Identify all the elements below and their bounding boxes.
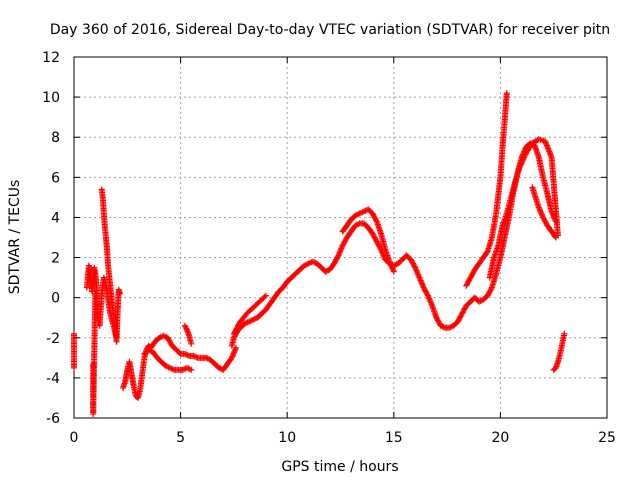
x-tick-labels: 0 5 10 15 20 25 [70, 430, 616, 446]
y-tick-label: -6 [46, 411, 60, 427]
data-points [71, 90, 568, 417]
series-arc-l [550, 330, 568, 373]
y-tick-label: 6 [51, 170, 60, 186]
x-tick-label: 5 [176, 430, 185, 446]
data-point [411, 263, 418, 270]
y-tick-label: 12 [42, 50, 60, 66]
y-tick-label: 2 [51, 251, 60, 267]
series-arc-c [98, 186, 120, 345]
plot-frame [73, 56, 608, 419]
data-point [181, 366, 188, 373]
data-point [552, 234, 559, 241]
data-point [116, 290, 123, 297]
data-point [71, 364, 77, 371]
x-tick-label: 15 [385, 430, 403, 446]
y-tick-label: 10 [42, 90, 60, 106]
data-point [188, 366, 195, 373]
chart-title: Day 360 of 2016, Sidereal Day-to-day VTE… [50, 22, 610, 38]
data-point [334, 253, 341, 260]
data-point [233, 344, 240, 351]
y-tick-labels: -6 -4 -2 0 2 4 6 8 10 12 [42, 50, 60, 427]
data-point [503, 90, 510, 97]
data-point [186, 366, 193, 373]
data-point [188, 340, 195, 347]
data-point [183, 325, 190, 332]
data-point [483, 249, 490, 256]
series-arc-k [486, 136, 561, 281]
x-tick-label: 0 [70, 430, 79, 446]
data-point [191, 353, 198, 360]
data-point [183, 351, 190, 358]
y-tick-label: 4 [51, 210, 60, 226]
data-point [92, 290, 99, 297]
axis-ticks [73, 56, 608, 419]
series-arc-m [529, 184, 559, 241]
x-axis-label: GPS time / hours [281, 459, 398, 475]
x-tick-label: 20 [491, 430, 509, 446]
data-point [424, 291, 431, 298]
series-arc-b [83, 262, 123, 341]
data-point [261, 293, 268, 300]
series-arc-h [230, 292, 269, 337]
data-point [373, 217, 380, 224]
data-point [185, 365, 192, 372]
data-point [184, 352, 191, 359]
data-point [390, 268, 397, 275]
series-arc-a [71, 330, 77, 371]
y-tick-label: 8 [51, 130, 60, 146]
series-outliers [90, 290, 99, 417]
series-arc-e [141, 346, 195, 373]
y-axis-label: SDTVAR / TECUs [7, 180, 23, 295]
data-point [488, 285, 495, 292]
y-tick-label: -4 [46, 371, 60, 387]
data-point [551, 233, 558, 240]
series-arc-j [463, 90, 510, 289]
data-point [113, 338, 120, 345]
y-tick-label: -2 [46, 331, 60, 347]
x-tick-label: 10 [278, 430, 296, 446]
series-arc-f [181, 322, 195, 347]
grid-lines [74, 57, 607, 418]
series-arc-i [339, 206, 397, 275]
series-arc-d [120, 332, 240, 401]
x-tick-label: 25 [598, 430, 616, 446]
data-point [561, 330, 568, 337]
data-point [193, 354, 200, 361]
y-tick-label: 0 [51, 291, 60, 307]
data-point [262, 292, 269, 299]
